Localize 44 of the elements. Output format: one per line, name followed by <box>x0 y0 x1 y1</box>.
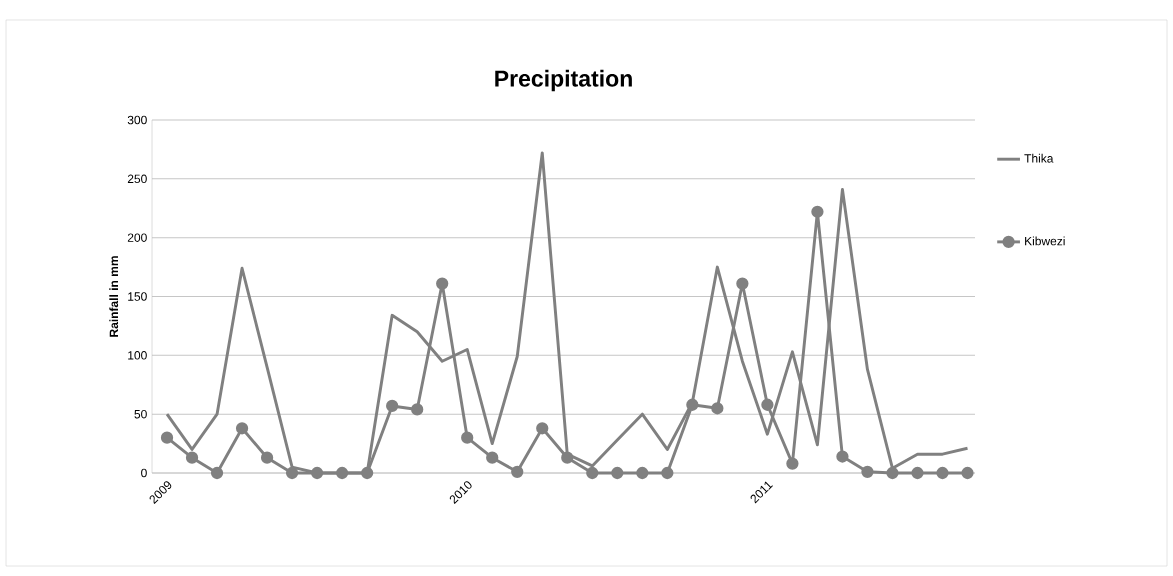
legend-label: Thika <box>1024 153 1054 163</box>
point <box>836 450 849 463</box>
point <box>185 451 199 464</box>
point <box>686 398 699 411</box>
point <box>761 398 774 411</box>
y-tick-label: 300 <box>127 115 147 125</box>
point <box>586 466 599 480</box>
point <box>310 466 324 480</box>
y-axis-title: Rainfall in mm <box>109 256 119 337</box>
point <box>811 205 824 218</box>
point <box>486 451 499 464</box>
y-tick-label: 250 <box>127 174 147 184</box>
point <box>411 403 424 416</box>
point <box>160 431 174 444</box>
point <box>961 466 974 480</box>
point <box>511 465 524 478</box>
point <box>285 466 299 480</box>
y-tick-label: 50 <box>134 409 147 419</box>
point <box>661 466 674 480</box>
point <box>611 466 624 480</box>
point <box>636 466 649 480</box>
point <box>536 422 549 435</box>
point <box>911 466 924 480</box>
y-tick-label: 150 <box>128 292 147 301</box>
chart-title: Precipitation <box>495 69 632 92</box>
point <box>786 457 799 470</box>
point <box>260 451 274 464</box>
point <box>386 399 399 413</box>
point <box>235 422 249 435</box>
point <box>861 465 874 478</box>
y-tick-label: 200 <box>127 233 147 242</box>
point <box>736 277 749 290</box>
point <box>936 466 949 480</box>
point <box>886 466 899 480</box>
point <box>361 466 374 480</box>
legend-label: Kibwezi <box>1025 236 1065 246</box>
point <box>561 451 574 464</box>
point <box>461 431 474 444</box>
point <box>711 402 724 415</box>
point <box>436 277 449 290</box>
point <box>210 466 224 480</box>
point <box>335 466 349 480</box>
y-tick-label: 0 <box>141 468 147 478</box>
y-tick-label: 100 <box>128 351 147 360</box>
